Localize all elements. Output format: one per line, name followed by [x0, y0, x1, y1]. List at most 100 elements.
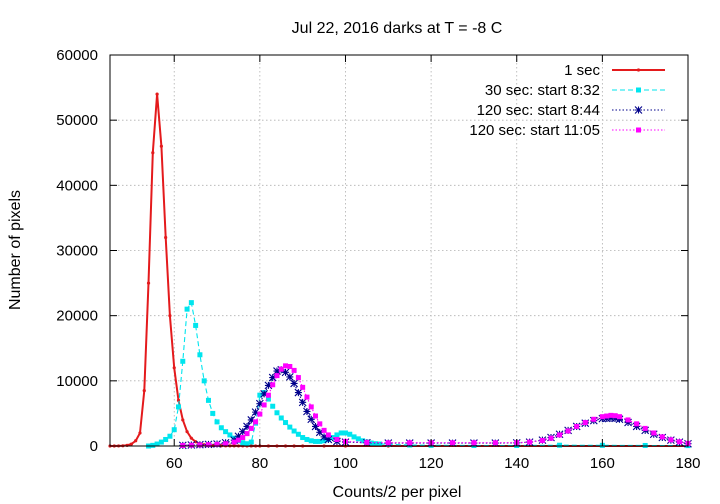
- data-point: [377, 441, 383, 447]
- x-tick-label: 60: [166, 455, 183, 472]
- data-point: [227, 432, 233, 438]
- data-point: [624, 418, 632, 427]
- grid-layer: [110, 55, 688, 446]
- data-point: [255, 399, 264, 408]
- data-point: [223, 441, 229, 447]
- x-tick-label: 120: [419, 455, 444, 472]
- data-point: [180, 358, 186, 364]
- data-point: [158, 439, 164, 445]
- y-tick-label: 40000: [56, 177, 98, 194]
- y-tick-label: 30000: [56, 243, 98, 260]
- data-point: [142, 389, 146, 393]
- legend-entry-marker: [634, 106, 643, 114]
- data-point: [251, 408, 260, 417]
- data-point: [565, 428, 571, 434]
- data-point: [659, 434, 665, 440]
- x-tick-label: 140: [504, 455, 529, 472]
- data-point: [265, 396, 271, 402]
- data-point: [612, 413, 618, 419]
- data-point: [240, 435, 246, 441]
- data-point: [240, 440, 246, 446]
- data-point: [548, 435, 554, 441]
- data-point: [189, 436, 193, 440]
- series-line: [110, 94, 688, 447]
- data-point: [181, 418, 185, 422]
- series-layer: [108, 92, 692, 450]
- data-point: [180, 442, 186, 448]
- data-point: [304, 394, 310, 400]
- legend-entry-label: 120 sec: start 8:44: [477, 102, 600, 119]
- legend-entry-marker: [636, 68, 641, 72]
- data-point: [167, 433, 173, 439]
- y-tick-label: 50000: [56, 112, 98, 129]
- data-point: [317, 438, 323, 444]
- x-tick-label: 160: [590, 455, 615, 472]
- data-point: [214, 441, 220, 447]
- data-point: [651, 430, 657, 436]
- data-point: [615, 415, 624, 424]
- y-tick-label: 0: [90, 438, 98, 455]
- data-point: [313, 438, 319, 444]
- data-point: [164, 235, 168, 240]
- series-2: [146, 300, 691, 449]
- data-point: [334, 436, 340, 442]
- data-point: [205, 442, 211, 448]
- data-point: [300, 384, 306, 390]
- data-point: [642, 425, 648, 431]
- data-point: [273, 367, 281, 375]
- axis-layer: 0 10000 20000 30000 40000 50000 60000 60 80 100 12…: [56, 47, 700, 472]
- series-4: [180, 363, 691, 448]
- data-point: [330, 435, 336, 441]
- data-point: [290, 379, 298, 388]
- data-point: [168, 314, 172, 318]
- data-point: [283, 363, 289, 369]
- data-point: [264, 381, 273, 390]
- data-point: [307, 415, 316, 424]
- data-point: [450, 440, 456, 446]
- y-tick-label: 10000: [56, 373, 98, 390]
- data-point: [138, 431, 142, 435]
- data-point: [591, 416, 597, 422]
- data-point: [283, 420, 289, 426]
- data-point: [642, 442, 648, 448]
- data-point: [385, 440, 391, 446]
- data-point: [311, 422, 320, 431]
- data-point: [188, 300, 194, 306]
- legend-entry-label: 120 sec: start 11:05: [469, 122, 600, 139]
- data-point: [527, 439, 533, 445]
- data-point: [244, 431, 250, 437]
- data-point: [407, 440, 413, 446]
- data-point: [325, 432, 331, 438]
- data-point: [338, 430, 344, 436]
- data-point: [574, 423, 580, 429]
- data-point: [253, 419, 259, 425]
- data-point: [616, 414, 622, 420]
- data-point: [248, 439, 254, 445]
- data-point: [291, 428, 297, 434]
- data-point: [315, 428, 324, 437]
- data-point: [317, 421, 323, 427]
- data-point: [676, 439, 682, 445]
- data-point: [298, 398, 307, 407]
- chart-title: Jul 22, 2016 darks at T = -8 C: [292, 20, 503, 37]
- data-point: [607, 414, 615, 422]
- data-point: [274, 373, 280, 379]
- data-point: [151, 151, 155, 155]
- data-point: [238, 427, 247, 436]
- series-1: [108, 92, 690, 448]
- data-point: [150, 442, 156, 448]
- data-point: [270, 382, 276, 388]
- data-point: [634, 421, 640, 427]
- data-point: [351, 434, 357, 440]
- y-axis-label: Number of pixels: [7, 190, 24, 310]
- data-point: [234, 432, 243, 441]
- data-point: [281, 368, 290, 377]
- data-point: [205, 397, 211, 403]
- data-point: [300, 435, 306, 441]
- data-point: [261, 402, 267, 408]
- data-point: [285, 373, 294, 381]
- data-point: [134, 439, 138, 443]
- series-line: [148, 301, 689, 447]
- data-point: [146, 281, 151, 285]
